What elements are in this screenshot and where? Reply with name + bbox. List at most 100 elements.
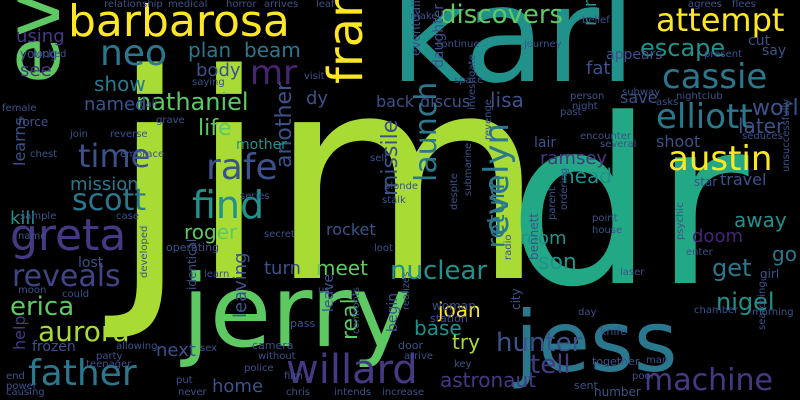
word-discovers: discovers <box>440 0 564 30</box>
word-son: son <box>538 250 577 275</box>
word-body: body <box>196 60 241 81</box>
word-stalk: stalk <box>382 195 406 206</box>
word-parent: parent <box>547 187 558 220</box>
word-chest: chest <box>30 149 58 160</box>
word-self: self <box>370 153 388 164</box>
word-nigel: nigel <box>716 288 775 316</box>
word-us: us <box>318 285 330 296</box>
word-key: key <box>454 359 472 370</box>
word-chamber: chamber <box>694 305 739 316</box>
word-learn: learn <box>204 269 230 280</box>
word-locked: locked <box>34 49 67 60</box>
word-find: find <box>192 183 265 227</box>
word-young: young <box>20 47 58 61</box>
word-france: france <box>318 0 374 84</box>
word-bennett: bennett <box>527 212 541 260</box>
word-sample: sample <box>20 211 57 222</box>
word-jim: jim <box>110 14 546 346</box>
word-arrive: arrive <box>404 351 434 362</box>
word-jess: jess <box>515 293 678 391</box>
word-dr: dr <box>508 71 749 338</box>
word-day: day <box>578 307 597 318</box>
word-greta: greta <box>10 210 127 261</box>
word-unsuccessfully: unsuccessfully <box>781 98 792 172</box>
word-sex: sex <box>200 343 218 354</box>
word-back: back <box>376 92 415 111</box>
word-named: named <box>84 94 147 115</box>
word-poor: poor <box>632 371 655 382</box>
word-machine: machine <box>644 363 773 398</box>
word-another: another <box>272 81 297 168</box>
word-several: several <box>600 139 637 150</box>
word-night: night <box>572 101 598 112</box>
word-radio: radio <box>503 234 514 260</box>
word-try: try <box>452 330 480 354</box>
word-pass: pass <box>290 317 316 330</box>
word-morning: morning <box>752 307 794 318</box>
word-submarine: submarine <box>463 142 474 196</box>
word-aurora: aurora <box>38 315 130 348</box>
word-fat: fat <box>586 58 611 79</box>
word-camera: camera <box>252 339 294 352</box>
word-name: name <box>18 231 47 242</box>
word-doom: doom <box>692 226 743 247</box>
word-austin: austin <box>668 139 773 179</box>
word-agrees: agrees <box>688 0 722 10</box>
word-save: save <box>620 88 658 107</box>
word-make: make <box>410 11 438 22</box>
word-girl: girl <box>760 267 780 281</box>
word-laser: laser <box>620 267 645 278</box>
word-world: world <box>752 96 800 121</box>
word-jerry: jerry <box>182 253 411 370</box>
word-horror: horror <box>226 0 257 10</box>
word-despite: despite <box>449 173 460 210</box>
word-erica: erica <box>10 292 75 322</box>
word-attempt: attempt <box>656 1 785 39</box>
word-say: say <box>762 43 787 59</box>
word-show: show <box>94 72 146 96</box>
word-film: film <box>284 371 303 382</box>
word-life: life <box>198 116 232 141</box>
word-mr: mr <box>250 53 298 93</box>
word-go: go <box>772 242 797 266</box>
word-female: female <box>2 103 37 114</box>
word-lisa: lisa <box>490 88 524 112</box>
word-joan: joan <box>438 298 481 322</box>
word-lost: lost <box>78 255 104 271</box>
word-neo: neo <box>100 33 167 74</box>
word-confronts: confronts <box>351 287 362 334</box>
word-relationship: relationship <box>104 0 163 10</box>
word-never: never <box>178 387 207 398</box>
word-ramsey: ramsey <box>540 148 608 169</box>
word-hunter: hunter <box>496 328 583 358</box>
word-help: help <box>10 315 29 350</box>
word-teenager: teenager <box>86 359 132 370</box>
word-searching: searching <box>757 281 768 330</box>
word-end: end <box>6 371 25 382</box>
word-moon: moon <box>18 285 47 296</box>
word-nathaniel: nathaniel <box>136 88 249 116</box>
word-series: series <box>240 191 270 202</box>
word-power: power <box>6 381 37 392</box>
word-point: point <box>592 213 618 224</box>
word-father: father <box>28 353 137 394</box>
word-star: star <box>694 175 718 189</box>
word-travel: travel <box>720 170 767 189</box>
word-flees: flees <box>732 0 756 10</box>
word-city: city <box>509 288 523 310</box>
word-nuclear: nuclear <box>390 256 488 286</box>
word-revenge: revenge <box>483 99 494 140</box>
word-belief: belief <box>582 15 610 26</box>
word-ordering: ordering <box>559 167 570 210</box>
word-time: time <box>78 137 151 175</box>
word-journey: journey <box>524 39 562 50</box>
word-party: party <box>96 351 123 362</box>
word-person: person <box>570 91 605 102</box>
word-cassie: cassie <box>662 57 768 97</box>
word-could: could <box>62 289 90 300</box>
word-astronaut: astronaut <box>440 368 536 392</box>
word-beam: beam <box>244 38 301 62</box>
word-eventually: eventually <box>409 0 423 56</box>
word-plan: plan <box>188 38 232 62</box>
word-room: room <box>520 228 567 249</box>
